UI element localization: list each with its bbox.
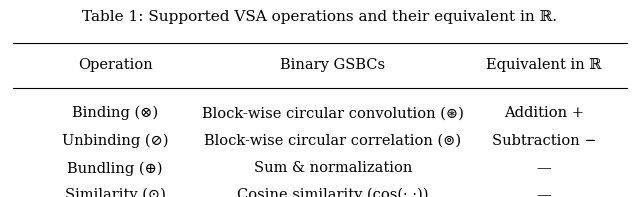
Text: Addition +: Addition + xyxy=(504,106,584,120)
Text: Operation: Operation xyxy=(78,58,152,72)
Text: —: — xyxy=(537,161,551,176)
Text: Binary GSBCs: Binary GSBCs xyxy=(280,58,385,72)
Text: Block-wise circular correlation (⊚): Block-wise circular correlation (⊚) xyxy=(204,134,461,148)
Text: Similarity (⊙): Similarity (⊙) xyxy=(65,188,166,197)
Text: Sum & normalization: Sum & normalization xyxy=(253,161,412,176)
Text: Binding (⊗): Binding (⊗) xyxy=(72,106,158,121)
Text: Equivalent in ℝ: Equivalent in ℝ xyxy=(486,58,602,72)
Text: Block-wise circular convolution (⊛): Block-wise circular convolution (⊛) xyxy=(202,106,464,120)
Text: Bundling (⊕): Bundling (⊕) xyxy=(67,161,163,176)
Text: Subtraction −: Subtraction − xyxy=(492,134,596,148)
Text: Unbinding (⊘): Unbinding (⊘) xyxy=(62,134,168,148)
Text: Cosine similarity (cos(·,·)): Cosine similarity (cos(·,·)) xyxy=(237,188,429,197)
Text: Table 1: Supported VSA operations and their equivalent in ℝ.: Table 1: Supported VSA operations and th… xyxy=(83,10,557,24)
Text: —: — xyxy=(537,188,551,197)
